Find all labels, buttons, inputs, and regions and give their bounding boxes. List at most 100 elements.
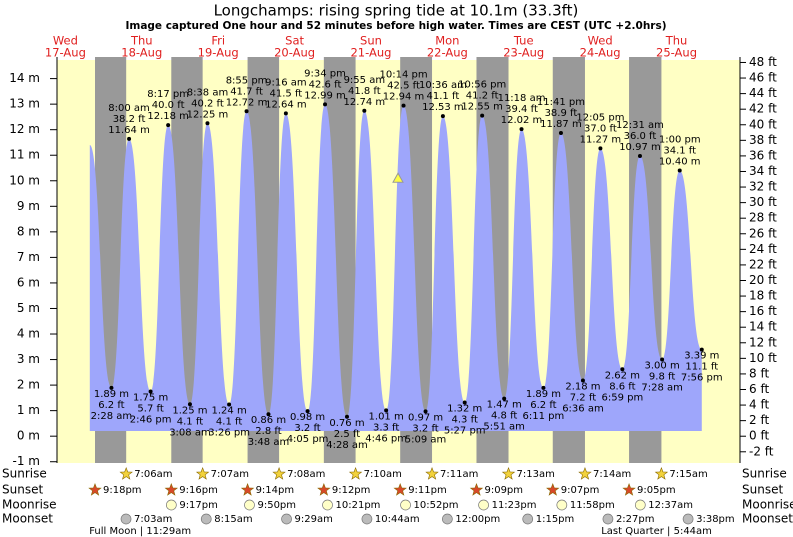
tide-metres: 10.97 m (619, 142, 661, 153)
tide-time: 5:51 am (483, 422, 525, 433)
tide-point (502, 396, 507, 401)
sunset-icon (240, 482, 255, 496)
tide-point (660, 357, 665, 362)
tide-metres: 11.27 m (580, 134, 622, 145)
tide-point (558, 131, 563, 136)
y-tick-label: 3 m (17, 352, 40, 366)
tide-point (620, 367, 625, 372)
y2-tick-label: 34 ft (749, 164, 777, 178)
tide-feet: 38.2 ft (113, 114, 146, 125)
moon-phase: Last Quarter | 5:44am (601, 526, 712, 537)
tide-point (283, 111, 288, 116)
row-label: Sunset (2, 483, 43, 497)
chart-subtitle: Image captured One hour and 52 minutes b… (125, 20, 666, 32)
day-name: Wed (588, 34, 613, 48)
row-label-right: Sunrise (742, 467, 787, 481)
y-tick-label: -1 m (13, 454, 40, 468)
day-name: Mon (435, 34, 459, 48)
tide-metres: 12.94 m (383, 92, 425, 103)
day-name: Thu (665, 34, 688, 48)
tide-point (637, 153, 642, 158)
tide-metres: 12.53 m (422, 102, 464, 113)
sunrise-icon (272, 466, 286, 480)
tide-feet: 9.8 ft (649, 372, 675, 383)
y2-tick-label: 6 ft (749, 382, 769, 396)
y2-tick-label: 8 ft (749, 366, 769, 380)
tide-time: 4:46 pm (365, 433, 407, 444)
tide-feet: 38.9 ft (545, 108, 578, 119)
event-time: 7:15am (669, 469, 707, 480)
y2-tick-label: 46 ft (749, 71, 777, 85)
tide-metres: 1.25 m (172, 405, 207, 416)
y2-tick-label: 0 ft (749, 429, 769, 443)
tide-time: 7:56 pm (681, 373, 723, 384)
current-level (392, 172, 404, 183)
tide-point (187, 402, 192, 407)
tide-feet: 8.6 ft (609, 381, 635, 392)
tide-metres: 1.89 m (526, 389, 561, 400)
tide-point (205, 121, 210, 126)
moonset-icon (361, 513, 373, 525)
y-tick-label: 2 m (17, 378, 40, 392)
event-time: 7:07am (211, 469, 249, 480)
event-time: 9:50pm (257, 500, 296, 511)
tide-time: 11:18 am (498, 93, 546, 104)
sunrise-icon (501, 466, 516, 480)
event-time: 9:14pm (256, 485, 295, 496)
event-time: 1:15pm (536, 514, 575, 525)
tide-point (344, 414, 349, 419)
tide-feet: 3.2 ft (294, 423, 320, 434)
day-date: 20-Aug (274, 46, 315, 60)
sunset-icon (317, 482, 331, 496)
event-time: 11:23pm (492, 500, 537, 511)
day-date: 19-Aug (198, 46, 239, 60)
y2-tick-label: 20 ft (749, 273, 777, 287)
tide-feet: 41.8 ft (348, 86, 381, 97)
tide-feet: 42.6 ft (309, 79, 342, 90)
y2-tick-label: 42 ft (749, 102, 777, 116)
tide-metres: 12.74 m (344, 97, 386, 108)
tide-metres: 12.25 m (187, 109, 229, 120)
sunset-icon (88, 482, 102, 496)
tide-time: 8:38 am (187, 87, 229, 98)
day-date: 22-Aug (427, 46, 468, 60)
tide-feet: 40.2 ft (191, 98, 224, 109)
tide-metres: 0.86 m (251, 415, 286, 426)
sunset-icon (164, 482, 178, 496)
tide-metres: 12.02 m (501, 115, 543, 126)
moon-phase: Full Moon | 11:29am (89, 526, 191, 537)
event-time: 9:29am (295, 514, 333, 525)
tide-point (401, 103, 406, 108)
tide-metres: 11.64 m (108, 125, 150, 136)
tide-time: 12:31 am (616, 120, 664, 131)
y2-tick-label: 18 ft (749, 289, 777, 303)
tide-time: 3:48 am (248, 437, 290, 448)
y2-tick-label: 22 ft (749, 257, 777, 271)
tide-point (440, 114, 445, 119)
tide-metres: 10.40 m (659, 157, 701, 168)
tide-time: 4:05 pm (287, 434, 329, 445)
y2-tick-label: 48 ft (749, 55, 777, 69)
day-name: Thu (130, 34, 153, 48)
moonset-icon (442, 513, 453, 525)
event-time: 7:06am (134, 469, 172, 480)
row-label-right: Moonset (742, 512, 793, 526)
y2-tick-label: 26 ft (749, 226, 777, 240)
tide-point (323, 102, 328, 107)
tide-metres: 0.97 m (408, 412, 443, 423)
tide-metres: 12.18 m (147, 111, 189, 122)
y-tick-label: 11 m (9, 148, 40, 162)
tide-time: 3:26 pm (208, 428, 250, 439)
tide-feet: 4.8 ft (491, 411, 517, 422)
tide-metres: 1.32 m (447, 403, 482, 414)
day-date: 17-Aug (45, 46, 86, 60)
tide-point (423, 409, 428, 414)
tide-time: 4:28 am (326, 440, 368, 451)
tide-feet: 6.2 ft (98, 400, 124, 411)
y-tick-label: 13 m (9, 97, 40, 111)
tide-metres: 2.62 m (605, 370, 640, 381)
tide-area (89, 104, 702, 431)
y2-tick-label: 44 ft (749, 86, 777, 100)
y2-tick-label: 12 ft (749, 335, 777, 349)
y-tick-label: 0 m (17, 429, 40, 443)
